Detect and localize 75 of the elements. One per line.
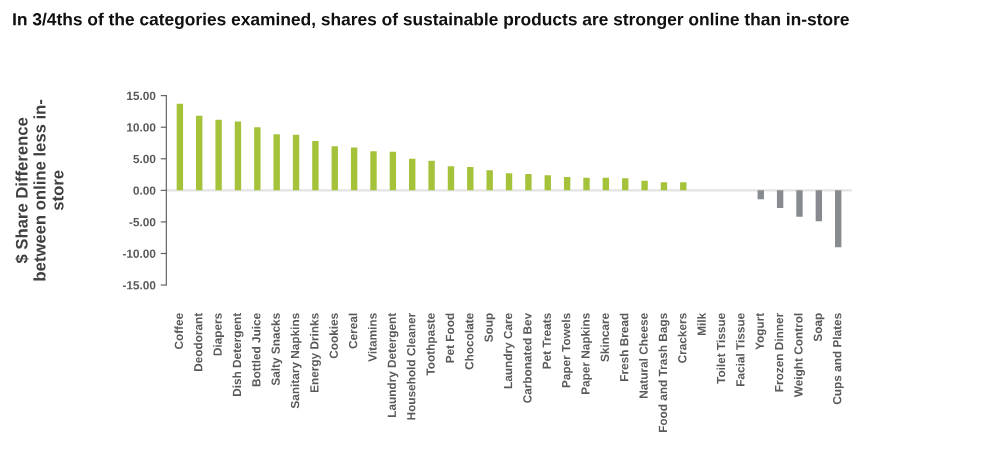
- x-tick-label: Salty Snacks: [271, 313, 283, 386]
- x-tick-label: Toilet Tissue: [716, 313, 726, 384]
- bar: [292, 134, 300, 191]
- x-tick-label: Cereal: [348, 313, 358, 349]
- bar: [350, 147, 358, 191]
- y-tick-label: 5.00: [133, 154, 156, 164]
- x-tick-label: Food and Trash Bags: [658, 313, 670, 433]
- x-tick-label: Paper Napkins: [580, 313, 592, 395]
- bar: [660, 182, 668, 191]
- x-tick-label: Pet Treats: [542, 313, 551, 369]
- bar: [254, 127, 261, 191]
- bar: [815, 190, 823, 222]
- bar: [641, 180, 648, 191]
- x-tick-label: Cups and Plates: [832, 313, 844, 405]
- bar: [176, 103, 184, 191]
- bar: [467, 166, 474, 191]
- x-tick-label: Milk: [697, 312, 706, 335]
- x-tick-label: Coffee: [174, 313, 184, 350]
- bar: [196, 115, 203, 191]
- bar: [389, 151, 397, 191]
- y-tick-label: 15.00: [127, 91, 156, 101]
- x-tick-label: Yogurt: [755, 312, 767, 350]
- x-tick-label: Soap: [813, 313, 825, 342]
- x-tick-label: Diapers: [213, 313, 225, 356]
- chart-title: In 3/4ths of the categories examined, shares of sustainable products are stronger online than in-store: [13, 12, 849, 29]
- x-tick-label: Cookies: [329, 313, 338, 359]
- x-tick-label: Bottled Juice: [251, 313, 261, 387]
- bar: [544, 175, 551, 191]
- bar: [563, 177, 571, 191]
- y-tick-label: -5.00: [129, 217, 156, 227]
- x-tick-label: Energy Drinks: [309, 313, 321, 393]
- x-tick-label: Sanitary Napkins: [290, 313, 302, 409]
- bar: [486, 170, 493, 191]
- y-axis-title: $ Share Difference between online less in- store: [15, 99, 64, 281]
- x-tick-label: Toothpaste: [426, 313, 438, 376]
- bar: [215, 119, 222, 191]
- bar: [273, 134, 280, 191]
- y-tick-label: -10.00: [122, 249, 156, 258]
- x-tick-label: Skincare: [600, 313, 610, 362]
- bar: [370, 151, 377, 191]
- x-tick-label: Deodorant: [193, 312, 203, 372]
- x-tick-label: Natural Cheese: [639, 313, 648, 398]
- y-tick-label: 0.00: [133, 186, 156, 195]
- bar: [796, 190, 803, 217]
- x-tick-label: Laundry Care: [503, 313, 515, 389]
- x-tick-label: Household Cleaner: [406, 313, 416, 420]
- x-tick-label: Fresh Bread: [619, 313, 629, 381]
- y-tick-label: 10.00: [127, 123, 156, 132]
- y-tick-label: -15.00: [122, 281, 156, 290]
- x-tick-label: Weight Control: [793, 313, 806, 398]
- bar: [835, 190, 842, 248]
- bar: [505, 173, 513, 191]
- bar: [409, 158, 416, 191]
- x-tick-label: Carbonated Bev: [522, 312, 532, 403]
- x-tick-label: Facial Tissue: [735, 313, 745, 386]
- x-tick-label: Crackers: [677, 313, 687, 363]
- bar: [331, 146, 338, 191]
- x-tick-label: Paper Towels: [561, 313, 573, 388]
- x-tick-label: Pet Food: [445, 313, 455, 363]
- x-tick-label: Laundry Detergent: [387, 312, 399, 417]
- x-tick-label: Chocolate: [464, 313, 474, 370]
- bar: [312, 141, 319, 191]
- x-tick-label: Frozen Dinner: [774, 313, 784, 392]
- x-tick-label: Dish Detergent: [232, 312, 244, 396]
- bar: [680, 182, 687, 191]
- bar: [234, 121, 242, 191]
- bar: [622, 178, 629, 191]
- bar: [757, 190, 764, 200]
- bar: [776, 190, 784, 209]
- bar: [525, 173, 532, 191]
- bar: [583, 177, 590, 191]
- x-tick-label: Soup: [484, 313, 496, 342]
- bar: [428, 160, 435, 191]
- x-tick-label: Vitamins: [368, 313, 377, 362]
- bar: [447, 166, 455, 191]
